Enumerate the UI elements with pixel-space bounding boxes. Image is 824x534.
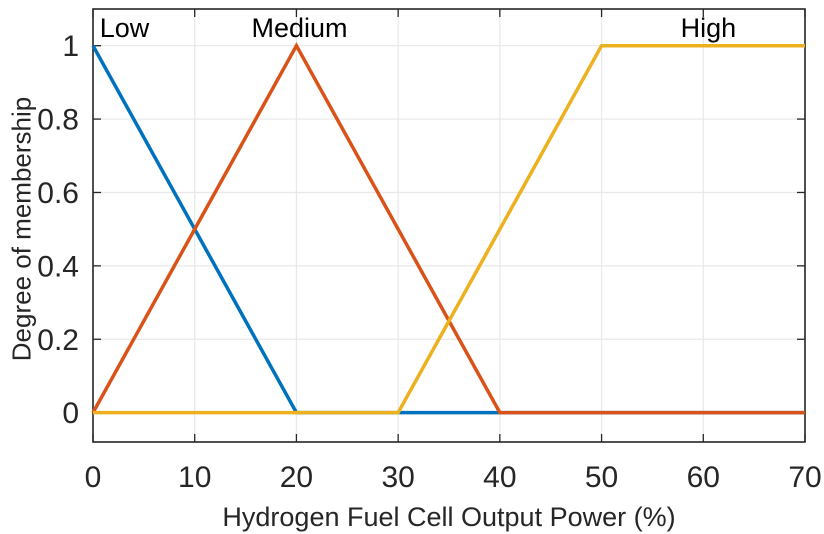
y-tick-label: 1 xyxy=(62,30,79,63)
mf-label-medium: Medium xyxy=(251,13,347,43)
y-tick-label: 0.2 xyxy=(37,324,79,357)
x-tick-label: 10 xyxy=(178,461,211,494)
x-tick-label: 70 xyxy=(788,461,821,494)
x-tick-label: 30 xyxy=(381,461,414,494)
x-tick-label: 50 xyxy=(585,461,618,494)
y-axis-label: Degree of membership xyxy=(6,96,37,362)
x-tick-label: 0 xyxy=(85,461,102,494)
y-tick-label: 0.8 xyxy=(37,104,79,137)
x-tick-label: 20 xyxy=(280,461,313,494)
y-tick-label: 0 xyxy=(62,397,79,430)
series-line-high xyxy=(93,43,805,415)
plot-box xyxy=(92,8,806,443)
y-tick-label: 0.6 xyxy=(37,177,79,210)
mf-label-high: High xyxy=(681,13,737,43)
x-axis-label: Hydrogen Fuel Cell Output Power (%) xyxy=(222,502,676,532)
series-line-low xyxy=(91,44,805,415)
y-tick-label: 0.4 xyxy=(37,250,79,283)
series-line-medium xyxy=(91,42,805,415)
x-tick-label: 40 xyxy=(483,461,516,494)
mf-label-low: Low xyxy=(100,13,150,43)
x-tick-label: 60 xyxy=(687,461,720,494)
